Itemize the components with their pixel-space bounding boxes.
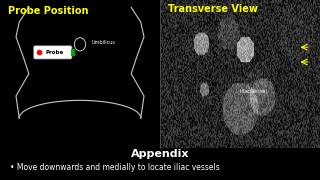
Text: Probe: Probe (46, 50, 64, 55)
Text: Iliac Vessel: Iliac Vessel (240, 89, 267, 94)
Text: • Move downwards and medially to locate iliac vessels: • Move downwards and medially to locate … (10, 163, 219, 172)
Text: Umbilicus: Umbilicus (91, 40, 115, 45)
Text: Probe Position: Probe Position (8, 6, 89, 16)
FancyBboxPatch shape (34, 46, 72, 59)
Text: Appendix: Appendix (131, 149, 189, 159)
Text: Transverse View: Transverse View (168, 4, 258, 14)
Bar (71, 49, 75, 56)
